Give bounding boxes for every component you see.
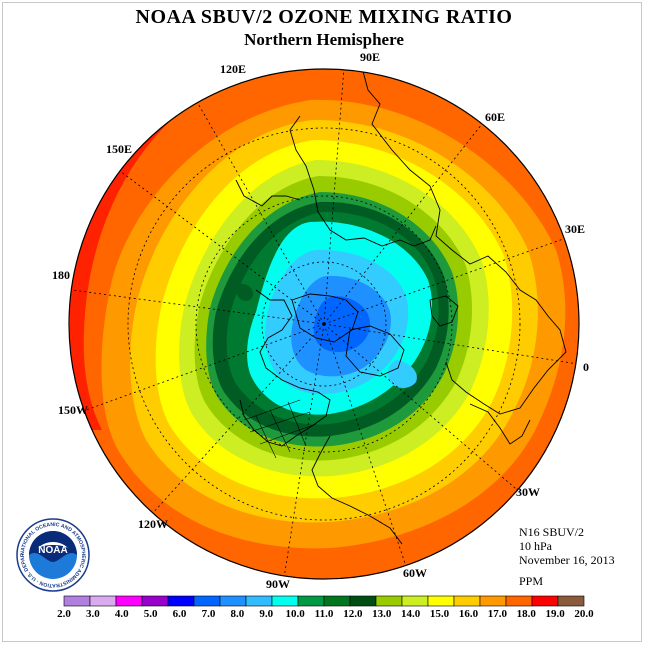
colorbar-tick-label: 18.0 xyxy=(516,608,536,620)
colorbar-tick-label: 11.0 xyxy=(314,608,334,620)
coastlines xyxy=(235,69,567,545)
colorbar-tick-label: 13.0 xyxy=(372,608,392,620)
lon-label-30e: 30E xyxy=(565,222,586,236)
meridian-180 xyxy=(71,289,325,325)
colorbar-tick-label: 7.0 xyxy=(201,608,216,620)
colorbar-swatch xyxy=(323,595,351,607)
colorbar-tick-label: 3.0 xyxy=(86,608,100,620)
lat-circle-70 xyxy=(261,261,387,387)
colorbar-swatch xyxy=(375,595,403,607)
lat-circle-30 xyxy=(127,127,521,521)
units-label: PPM xyxy=(519,574,544,588)
colorbar-tick-label: 9.0 xyxy=(259,608,274,620)
lon-label-180: 180 xyxy=(52,268,70,282)
coastline-kamchatka xyxy=(235,179,301,207)
meridian-150w xyxy=(85,323,325,411)
instrument-label: N16 SBUV/2 xyxy=(519,525,585,539)
colorbar-tick-label: 6.0 xyxy=(172,608,187,620)
colorbar-tick-label: 12.0 xyxy=(343,608,363,620)
coastline-siberia xyxy=(289,115,437,247)
band-green-spot xyxy=(236,283,254,301)
colorbar-tick-label: 2.0 xyxy=(57,608,71,620)
lon-label-150w: 150W xyxy=(58,403,88,417)
colorbar-tick-label: 5.0 xyxy=(143,608,158,620)
ozone-field xyxy=(69,69,579,579)
lon-label-30w: 30W xyxy=(516,485,540,499)
colorbar-swatch xyxy=(245,595,273,607)
date-label: November 16, 2013 xyxy=(519,553,615,567)
colorbar-tick-label: 14.0 xyxy=(401,608,421,620)
band-sky-lobe xyxy=(388,360,417,388)
lat-circle-50 xyxy=(195,195,453,453)
lon-label-60e: 60E xyxy=(485,110,506,124)
map-title: NOAA SBUV/2 OZONE MIXING RATIO xyxy=(135,6,513,28)
colorbar-tick-label: 16.0 xyxy=(458,608,479,620)
colorbar-swatch xyxy=(63,595,91,607)
graticule xyxy=(71,69,579,579)
colorbar-tick-label: 10.0 xyxy=(285,608,305,620)
coastline-central-america xyxy=(311,435,403,545)
colorbar-swatch xyxy=(349,595,377,607)
coastline-arctic-islands xyxy=(291,293,359,343)
colorbar-swatch xyxy=(193,595,221,607)
colorbar-swatch xyxy=(271,595,299,607)
logo-text: NOAA xyxy=(38,545,67,556)
state-borders xyxy=(243,399,317,459)
lon-label-150e: 150E xyxy=(106,142,133,156)
colorbar-swatch xyxy=(401,595,429,607)
map-subtitle: Northern Hemisphere xyxy=(244,30,404,49)
lon-label-120e: 120E xyxy=(220,62,247,76)
colorbar-tick-label: 20.0 xyxy=(574,608,594,620)
colorbar-tick-label: 8.0 xyxy=(230,608,245,620)
coastline-greenland xyxy=(345,325,405,377)
lon-label-0: 0 xyxy=(583,360,589,374)
meridian-30w xyxy=(323,323,523,495)
lon-label-60w: 60W xyxy=(403,566,427,580)
colorbar-swatch xyxy=(297,595,325,607)
coastline-north-america xyxy=(239,289,331,447)
colorbar-tick-label: 19.0 xyxy=(545,608,565,620)
colorbar-swatch xyxy=(115,595,143,607)
colorbar-swatch xyxy=(89,595,117,607)
colorbar-swatch xyxy=(427,595,455,607)
colorbar-swatch xyxy=(479,595,507,607)
colorbar-swatch xyxy=(531,595,559,607)
colorbar-tick-label: 17.0 xyxy=(487,608,507,620)
colorbar-swatch xyxy=(141,595,169,607)
lon-label-90w: 90W xyxy=(266,577,290,591)
colorbar-tick-label: 4.0 xyxy=(114,608,129,620)
colorbar-swatch xyxy=(219,595,247,607)
figure-frame xyxy=(2,2,642,642)
colorbar-swatch xyxy=(167,595,195,607)
colorbar-swatch xyxy=(505,595,533,607)
colorbar-tick-label: 15.0 xyxy=(429,608,450,620)
meridian-150e xyxy=(115,167,325,325)
lon-label-90e: 90E xyxy=(360,50,381,64)
colorbar-swatch xyxy=(453,595,481,607)
map-border xyxy=(68,68,580,580)
coastline-eurasia xyxy=(359,69,567,415)
noaa-logo: NATIONAL OCEANIC AND ATMOSPHERIC ADMINIS… xyxy=(16,518,90,592)
colorbar xyxy=(63,595,585,607)
colorbar-swatch xyxy=(557,595,585,607)
pressure-level-label: 10 hPa xyxy=(519,539,552,553)
lon-label-120w: 120W xyxy=(138,517,168,531)
coastline-africa-west xyxy=(469,403,531,445)
